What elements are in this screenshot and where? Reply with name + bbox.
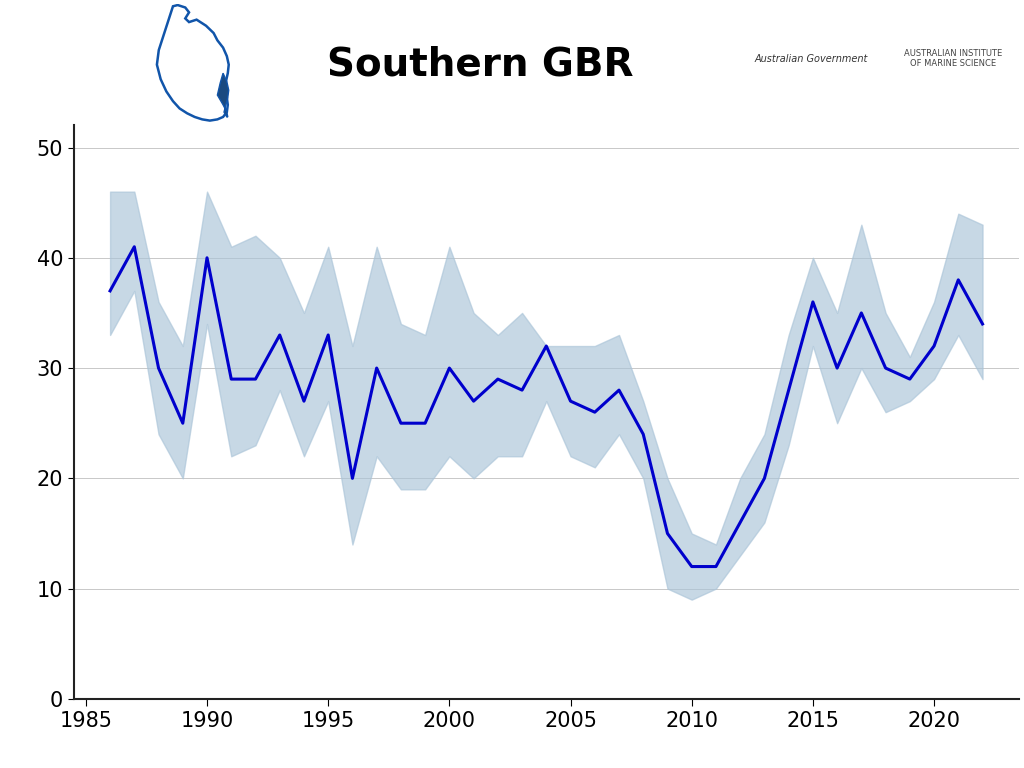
Text: AUSTRALIAN INSTITUTE
OF MARINE SCIENCE: AUSTRALIAN INSTITUTE OF MARINE SCIENCE <box>903 49 1001 68</box>
Text: Australian Government: Australian Government <box>755 54 867 64</box>
Polygon shape <box>217 73 228 117</box>
Text: Southern GBR: Southern GBR <box>327 45 634 84</box>
Polygon shape <box>157 5 228 121</box>
